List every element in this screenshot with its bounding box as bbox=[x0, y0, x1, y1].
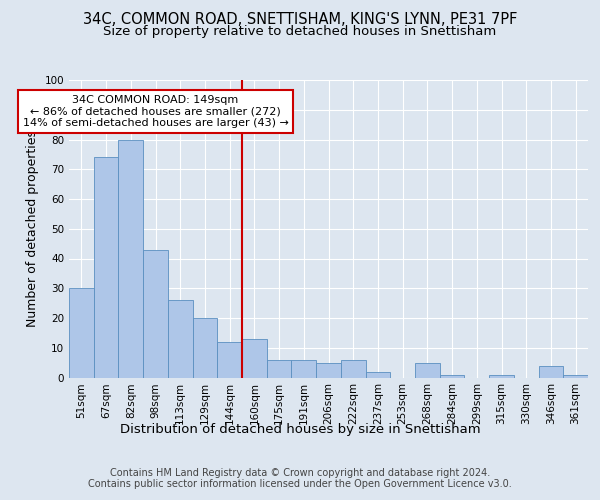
Text: Distribution of detached houses by size in Snettisham: Distribution of detached houses by size … bbox=[119, 422, 481, 436]
Text: 34C, COMMON ROAD, SNETTISHAM, KING'S LYNN, PE31 7PF: 34C, COMMON ROAD, SNETTISHAM, KING'S LYN… bbox=[83, 12, 517, 28]
Bar bbox=[267, 360, 292, 378]
Bar bbox=[143, 250, 168, 378]
Y-axis label: Number of detached properties: Number of detached properties bbox=[26, 130, 39, 327]
Text: Contains public sector information licensed under the Open Government Licence v3: Contains public sector information licen… bbox=[88, 479, 512, 489]
Text: Size of property relative to detached houses in Snettisham: Size of property relative to detached ho… bbox=[103, 25, 497, 38]
Bar bbox=[69, 288, 94, 378]
Bar bbox=[365, 372, 390, 378]
Bar bbox=[563, 374, 588, 378]
Bar bbox=[292, 360, 316, 378]
Bar bbox=[539, 366, 563, 378]
Bar bbox=[489, 374, 514, 378]
Bar bbox=[118, 140, 143, 378]
Bar bbox=[217, 342, 242, 378]
Bar bbox=[242, 339, 267, 378]
Text: 34C COMMON ROAD: 149sqm
← 86% of detached houses are smaller (272)
14% of semi-d: 34C COMMON ROAD: 149sqm ← 86% of detache… bbox=[23, 95, 289, 128]
Bar bbox=[193, 318, 217, 378]
Bar bbox=[415, 362, 440, 378]
Text: Contains HM Land Registry data © Crown copyright and database right 2024.: Contains HM Land Registry data © Crown c… bbox=[110, 468, 490, 477]
Bar bbox=[440, 374, 464, 378]
Bar bbox=[168, 300, 193, 378]
Bar bbox=[316, 362, 341, 378]
Bar bbox=[341, 360, 365, 378]
Bar bbox=[94, 158, 118, 378]
